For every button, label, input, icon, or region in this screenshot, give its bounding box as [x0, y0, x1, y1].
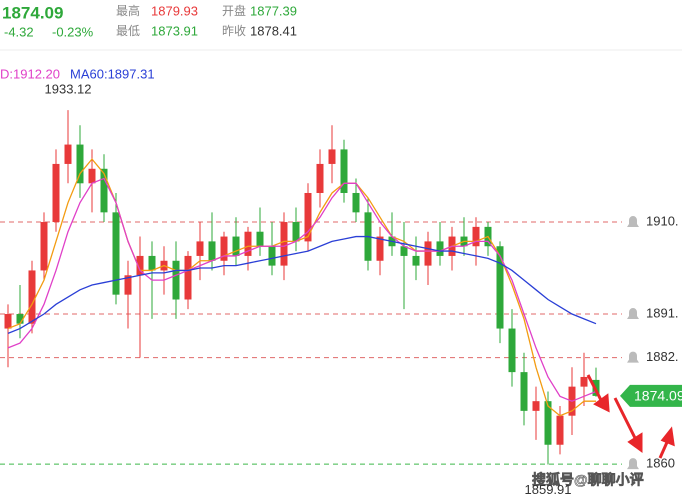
candle-body	[580, 376, 588, 387]
candle-body	[496, 246, 504, 329]
price-badge-label: 1874.09	[634, 388, 682, 404]
watermark: 搜狐号@聊聊小评	[532, 472, 644, 488]
candle-body	[232, 236, 240, 256]
bell-icon	[627, 216, 639, 228]
candle-body	[268, 246, 276, 266]
level-label: 1882.	[646, 349, 679, 364]
candle-body	[412, 255, 420, 266]
stat-value: 1878.41	[250, 23, 297, 38]
change-pct: -0.23%	[52, 24, 94, 39]
candle-body	[172, 260, 180, 300]
price: 1874.09	[2, 3, 63, 22]
candle-body	[280, 222, 288, 266]
candle-body	[472, 226, 480, 247]
candle-body	[88, 168, 96, 184]
candle-body	[208, 241, 216, 261]
candle-body	[184, 255, 192, 300]
price-badge	[620, 384, 682, 407]
candle-body	[532, 401, 540, 411]
candle-body	[520, 372, 528, 411]
bell-icon	[627, 351, 639, 363]
stat-label: 开盘	[222, 3, 246, 18]
ma-line	[7, 235, 597, 334]
candle-body	[544, 401, 552, 445]
level-label: 1891.	[646, 305, 679, 320]
candle-body	[304, 192, 312, 242]
candle-body	[352, 192, 360, 213]
candle-body	[400, 246, 408, 256]
candle-body	[148, 255, 156, 271]
candle-body	[112, 212, 120, 295]
ma-line	[7, 158, 596, 417]
candle-body	[328, 149, 336, 164]
bell-icon	[627, 308, 639, 320]
candle-body	[16, 314, 24, 324]
candle-body	[64, 144, 72, 164]
bell-icon	[627, 458, 639, 470]
arrows	[586, 374, 675, 459]
candle-body	[556, 415, 564, 445]
candle-body	[124, 275, 132, 295]
candle-body	[508, 328, 516, 373]
legend-entry: D:1912.20	[0, 66, 60, 81]
legend-entry: MA60:1897.31	[70, 66, 155, 81]
level-label: 1860	[646, 456, 675, 471]
level-label: 1910.	[646, 213, 679, 228]
candle-body	[244, 231, 252, 256]
candle-body	[100, 168, 108, 213]
stat-value: 1877.39	[250, 3, 297, 18]
stat-label: 昨收	[222, 24, 246, 38]
candle-body	[4, 314, 12, 329]
candle-body	[256, 231, 264, 247]
candle-body	[136, 255, 144, 276]
candle-body	[292, 222, 300, 242]
extreme-label: 1933.12	[45, 82, 92, 97]
candle-body	[28, 270, 36, 324]
change: -4.32	[4, 24, 34, 39]
stat-label: 最高	[116, 3, 140, 18]
candle-body	[316, 163, 324, 193]
candle-body	[196, 241, 204, 256]
candle-body	[52, 163, 60, 223]
candle-body	[424, 241, 432, 266]
candle-body	[76, 144, 84, 184]
stat-value: 1873.91	[151, 23, 198, 38]
candle-body	[376, 236, 384, 261]
candle-body	[340, 149, 348, 193]
stat-label: 最低	[116, 24, 140, 38]
stat-value: 1879.93	[151, 3, 198, 18]
ma-line	[7, 177, 597, 402]
candle-body	[220, 236, 228, 261]
candle-body	[436, 241, 444, 256]
extreme-label: 1859.91	[525, 482, 572, 497]
candle-body	[40, 222, 48, 271]
